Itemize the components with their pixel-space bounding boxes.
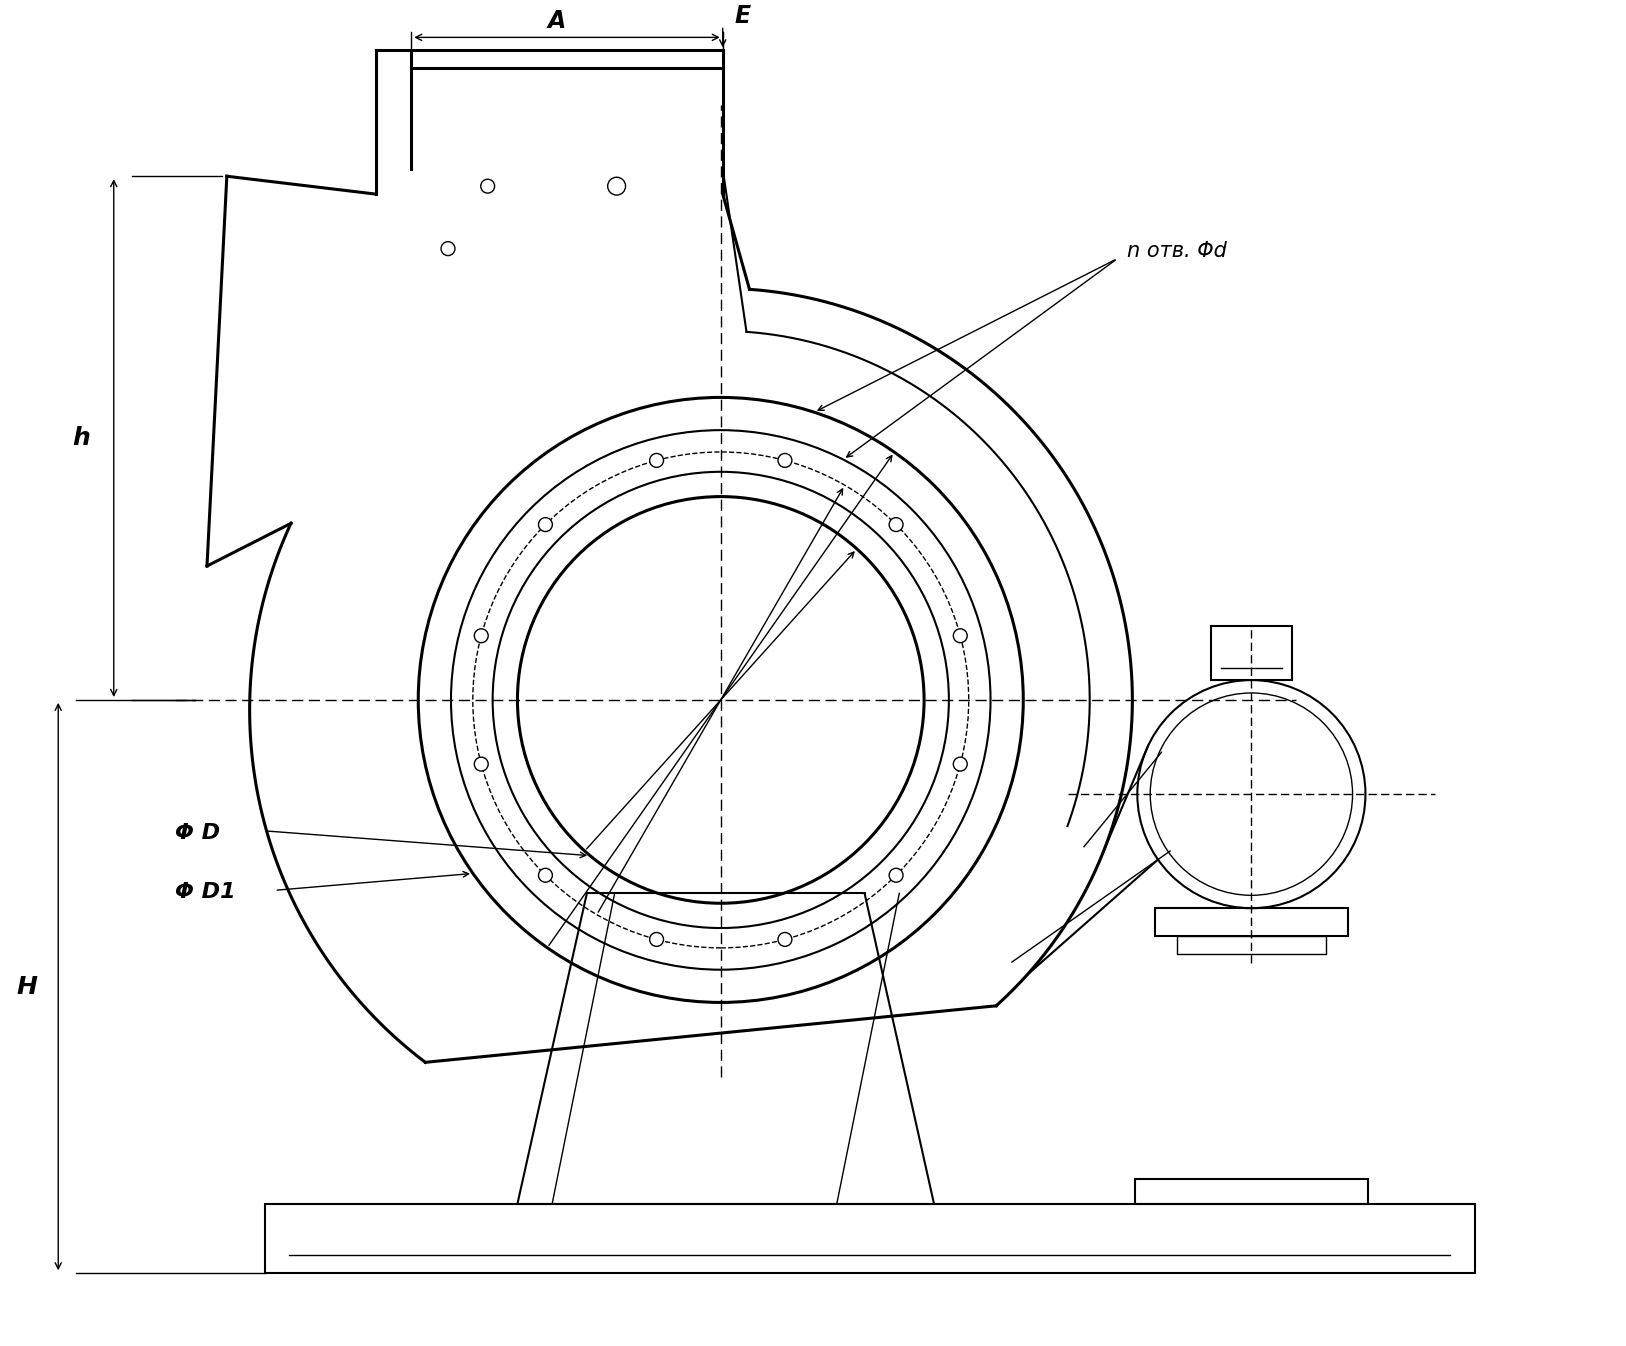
Text: E: E xyxy=(735,4,751,28)
Circle shape xyxy=(475,758,488,771)
Circle shape xyxy=(953,629,967,642)
Circle shape xyxy=(538,518,553,532)
Circle shape xyxy=(481,179,494,192)
Text: n отв. Φd: n отв. Φd xyxy=(1127,241,1228,261)
Circle shape xyxy=(650,454,663,467)
Text: H: H xyxy=(16,975,37,999)
Circle shape xyxy=(777,933,792,946)
Text: A: A xyxy=(548,9,566,34)
Circle shape xyxy=(475,629,488,642)
Circle shape xyxy=(889,518,902,532)
Circle shape xyxy=(441,242,455,256)
Circle shape xyxy=(538,868,553,882)
Bar xyxy=(265,1203,1475,1273)
Circle shape xyxy=(777,454,792,467)
Text: h: h xyxy=(72,427,89,450)
Bar xyxy=(1135,1179,1367,1203)
Circle shape xyxy=(608,178,626,195)
Text: Φ D: Φ D xyxy=(176,822,221,843)
Circle shape xyxy=(889,868,902,882)
Text: Φ D1: Φ D1 xyxy=(176,882,236,902)
Bar xyxy=(1154,909,1348,935)
Circle shape xyxy=(953,758,967,771)
Bar xyxy=(1177,935,1327,954)
Bar xyxy=(1211,626,1293,680)
Circle shape xyxy=(650,933,663,946)
